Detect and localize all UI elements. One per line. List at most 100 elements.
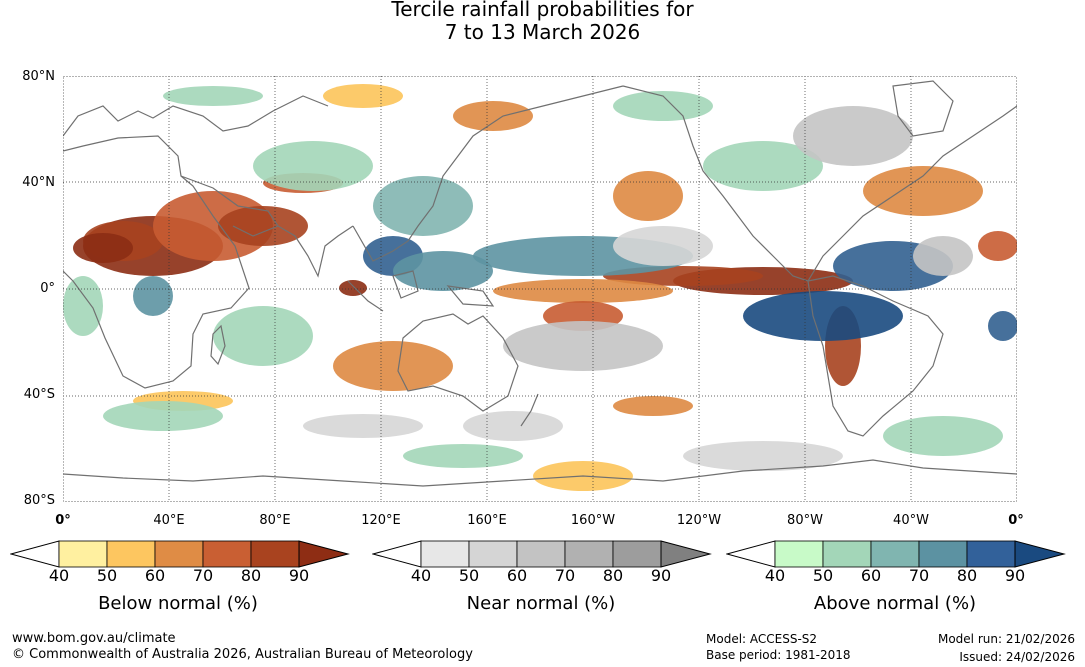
colorbar-swatch <box>516 540 566 568</box>
near-normal-region <box>463 411 563 441</box>
below-normal-region <box>453 101 533 131</box>
above-normal-region <box>393 251 493 291</box>
map-title-line2: 7 to 13 March 2026 <box>444 20 641 44</box>
coastline-greenland <box>892 80 954 137</box>
lat-label-80n: 80°N <box>22 69 55 84</box>
lon-label-80w: 80°W <box>787 513 823 528</box>
colorbar-near-tick: 60 <box>506 566 528 585</box>
model-run-date: Model run: 21/02/2026 <box>937 632 1075 646</box>
colorbar-swatch <box>612 540 662 568</box>
coastline-africa <box>63 135 250 389</box>
colorbar-below-tick: 70 <box>192 566 214 585</box>
model-name: Model: ACCESS-S2 <box>706 632 818 646</box>
above-normal-region <box>63 276 103 336</box>
map-border <box>63 76 1017 502</box>
colorbar-near-tick: 80 <box>602 566 624 585</box>
colorbar-above-tick: 50 <box>812 566 834 585</box>
lon-label-40w: 40°W <box>893 513 929 528</box>
colorbar-swatch <box>564 540 614 568</box>
colorbar-above-tick: 90 <box>1004 566 1026 585</box>
rainfall-probability-map <box>63 76 1017 502</box>
above-normal-region <box>703 141 823 191</box>
near-normal-region <box>683 441 843 471</box>
lon-label-120e: 120°E <box>361 513 401 528</box>
colorbar-high-arrow <box>1014 540 1066 568</box>
coastline-south-america <box>807 275 944 437</box>
colorbar-swatch <box>918 540 968 568</box>
colorbar-swatch <box>202 540 252 568</box>
map-title-line1: Tercile rainfall probabilities for <box>391 0 694 21</box>
probability-shading <box>63 84 1017 491</box>
graticule <box>63 76 1017 502</box>
above-normal-region <box>213 306 313 366</box>
coastline-australia <box>397 313 519 412</box>
below-normal-region <box>863 166 983 216</box>
coastline-arabia <box>180 175 279 237</box>
colorbar-above-tick: 60 <box>860 566 882 585</box>
lat-label-40s: 40°S <box>23 387 55 402</box>
above-normal-region <box>133 276 173 316</box>
colorbar-below-tick: 60 <box>144 566 166 585</box>
colorbar-swatch <box>822 540 872 568</box>
colorbar-near-swatches <box>372 540 712 568</box>
coastline-india <box>277 225 354 278</box>
above-normal-region <box>743 291 903 341</box>
near-normal-region <box>303 414 423 438</box>
website-link[interactable]: www.bom.gov.au/climate <box>12 631 176 646</box>
lon-label-40e: 40°E <box>153 513 185 528</box>
lon-label-120w: 120°W <box>676 513 722 528</box>
colorbar-below-swatches <box>10 540 350 568</box>
colorbar-above-tick: 80 <box>956 566 978 585</box>
colorbar-near-tick: 40 <box>410 566 432 585</box>
coastline-europe <box>63 95 329 137</box>
coastline-madagascar <box>210 324 226 366</box>
coastlines <box>63 80 1017 487</box>
below-normal-region <box>339 280 367 296</box>
below-normal-region <box>73 233 133 263</box>
lon-label-160e: 160°E <box>467 513 507 528</box>
coastline-antarctica <box>63 459 1017 487</box>
lon-label-80e: 80°E <box>259 513 291 528</box>
copyright-text: © Commonwealth of Australia 2026, Austra… <box>12 647 473 662</box>
colorbar-below-normal <box>10 540 350 568</box>
above-normal-region <box>883 416 1003 456</box>
near-normal-region <box>913 236 973 276</box>
lat-label-equator: 0° <box>40 281 55 296</box>
colorbar-above-normal <box>726 540 1066 568</box>
colorbar-near-tick: 50 <box>458 566 480 585</box>
colorbar-below-tick: 90 <box>288 566 310 585</box>
lon-label-0-right: 0° <box>1008 513 1024 528</box>
issued-date: Issued: 24/02/2026 <box>959 650 1075 664</box>
base-period: Base period: 1981-2018 <box>706 648 851 662</box>
colorbar-above-tick: 40 <box>764 566 786 585</box>
coastline-sumatra <box>347 280 384 312</box>
colorbar-below-tick: 50 <box>96 566 118 585</box>
colorbar-swatch <box>774 540 824 568</box>
below-normal-region <box>613 396 693 416</box>
above-normal-region <box>103 401 223 431</box>
above-normal-region <box>403 444 523 468</box>
map-canvas <box>63 76 1017 502</box>
above-normal-region <box>613 91 713 121</box>
coastline-borneo <box>392 270 419 299</box>
colorbar-low-arrow <box>726 540 776 568</box>
near-normal-region <box>503 321 663 371</box>
colorbar-swatch <box>870 540 920 568</box>
colorbar-below-tick: 80 <box>240 566 262 585</box>
below-normal-region <box>333 341 453 391</box>
colorbar-above-title: Above normal (%) <box>813 593 977 614</box>
colorbar-swatch <box>468 540 518 568</box>
lon-label-160w: 160°W <box>570 513 616 528</box>
lat-label-40n: 40°N <box>22 175 55 190</box>
colorbar-below-tick: 40 <box>48 566 70 585</box>
colorbar-swatch <box>58 540 108 568</box>
colorbar-near-tick: 70 <box>554 566 576 585</box>
colorbar-swatch <box>106 540 156 568</box>
colorbar-high-arrow <box>298 540 350 568</box>
colorbar-above-tick: 70 <box>908 566 930 585</box>
colorbar-swatch <box>420 540 470 568</box>
colorbar-high-arrow <box>660 540 712 568</box>
colorbar-swatch <box>250 540 300 568</box>
colorbar-low-arrow <box>372 540 422 568</box>
colorbar-near-normal <box>372 540 712 568</box>
